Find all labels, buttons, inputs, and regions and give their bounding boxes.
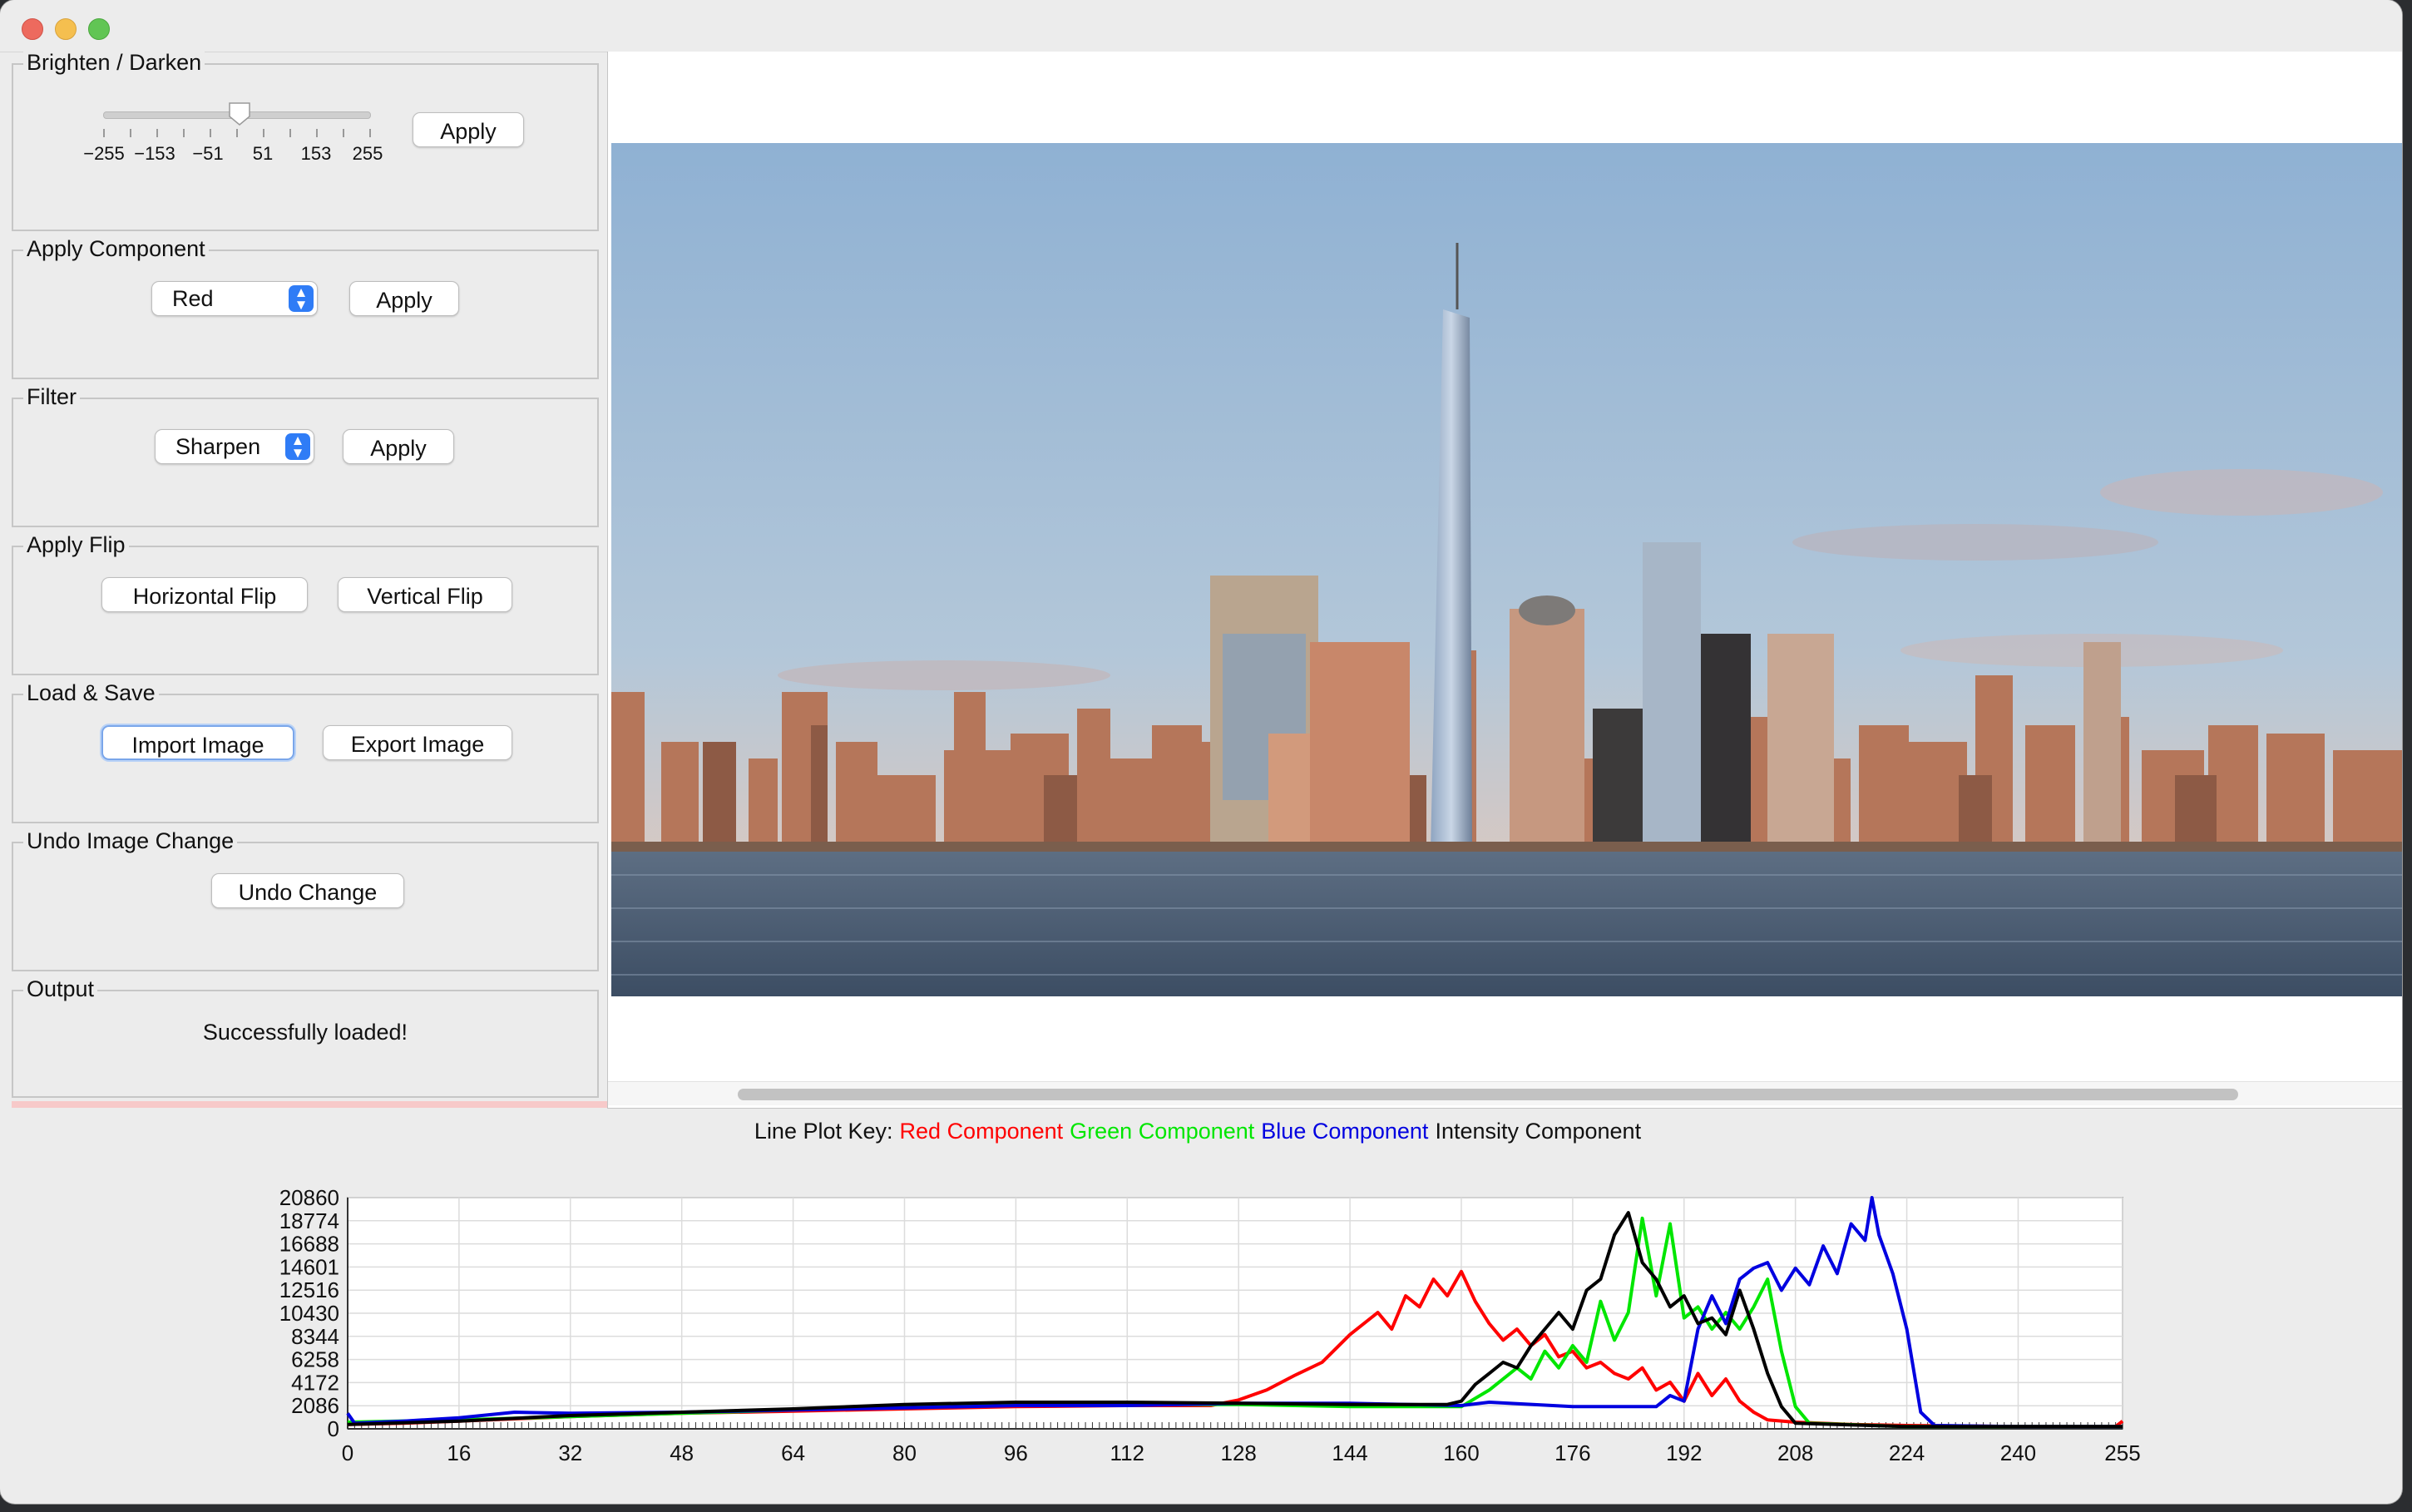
slider-tick-label: 255 <box>352 143 383 164</box>
slider-tick <box>369 129 371 137</box>
y-tick-label: 2086 <box>291 1393 339 1418</box>
slider-tick <box>263 129 264 137</box>
filter-select-value: Sharpen <box>175 434 261 459</box>
horizontal-scrollbar[interactable] <box>608 1081 2402 1105</box>
x-tick-label: 255 <box>2104 1440 2140 1465</box>
x-tick-label: 48 <box>670 1440 694 1465</box>
x-tick-label: 240 <box>2000 1440 2036 1465</box>
x-tick-label: 208 <box>1777 1440 1813 1465</box>
y-tick-label: 4172 <box>291 1370 339 1395</box>
x-tick-label: 128 <box>1220 1440 1256 1465</box>
filter-select[interactable]: Sharpen ▲ ▼ <box>155 429 314 464</box>
x-tick-label: 224 <box>1889 1440 1925 1465</box>
select-arrows-icon: ▲ ▼ <box>285 433 310 460</box>
slider-tick <box>236 129 238 137</box>
vertical-flip-button[interactable]: Vertical Flip <box>338 577 512 612</box>
group-title: Brighten / Darken <box>23 48 205 77</box>
horizontal-flip-button[interactable]: Horizontal Flip <box>101 577 308 612</box>
group-title: Apply Flip <box>23 531 129 559</box>
slider-tick <box>130 129 131 137</box>
x-tick-label: 176 <box>1554 1440 1590 1465</box>
brighten-apply-button[interactable]: Apply <box>413 112 524 147</box>
y-tick-label: 6258 <box>291 1347 339 1372</box>
undo-group: Undo Image Change <box>12 827 599 971</box>
plot-key: Line Plot Key: Red Component Green Compone… <box>0 1119 2402 1144</box>
slider-tick <box>210 129 211 137</box>
brighten-group: Brighten / Darken <box>12 48 599 231</box>
x-tick-label: 16 <box>447 1440 471 1465</box>
component-apply-button[interactable]: Apply <box>349 281 459 316</box>
x-tick-label: 144 <box>1332 1440 1367 1465</box>
image-viewport[interactable] <box>607 52 2402 1109</box>
import-image-button[interactable]: Import Image <box>101 725 294 760</box>
component-select[interactable]: Red ▲ ▼ <box>151 281 318 316</box>
output-group: Output Successfully loaded! <box>12 975 599 1098</box>
y-tick-label: 8344 <box>291 1324 339 1349</box>
y-tick-label: 12516 <box>279 1277 339 1302</box>
slider-tick <box>156 129 158 137</box>
panel-divider <box>12 1101 607 1108</box>
group-title: Undo Image Change <box>23 827 238 855</box>
slider-tick <box>316 129 318 137</box>
load-save-group: Load & Save <box>12 679 599 823</box>
plot-key-blue: Blue Component <box>1261 1119 1429 1144</box>
slider-tick-label: −51 <box>192 143 224 164</box>
y-tick-label: 14601 <box>279 1254 339 1279</box>
slider-tick-label: −153 <box>134 143 175 164</box>
export-image-button[interactable]: Export Image <box>323 725 512 760</box>
slider-tick-label: −255 <box>83 143 125 164</box>
slider-tick <box>289 129 291 137</box>
horizontal-scrollbar-thumb[interactable] <box>738 1089 2238 1100</box>
group-title: Apply Component <box>23 235 209 263</box>
y-tick-label: 18774 <box>279 1208 339 1233</box>
select-arrows-icon: ▲ ▼ <box>289 285 314 312</box>
y-tick-label: 16688 <box>279 1232 339 1257</box>
x-tick-label: 64 <box>781 1440 805 1465</box>
x-tick-label: 80 <box>892 1440 917 1465</box>
skyline-image <box>611 143 2402 996</box>
slider-tick <box>343 129 344 137</box>
component-select-value: Red <box>172 286 214 311</box>
maximize-window-button[interactable] <box>88 18 110 40</box>
slider-tick <box>183 129 185 137</box>
slider-tick-label: 51 <box>252 143 274 164</box>
x-tick-label: 160 <box>1443 1440 1479 1465</box>
close-window-button[interactable] <box>22 18 43 40</box>
minimize-window-button[interactable] <box>55 18 77 40</box>
x-tick-label: 32 <box>558 1440 582 1465</box>
flip-group: Apply Flip <box>12 531 599 675</box>
group-title: Filter <box>23 383 80 411</box>
slider-tick <box>103 129 105 137</box>
group-title: Load & Save <box>23 679 159 707</box>
y-tick-label: 0 <box>328 1416 339 1441</box>
x-tick-label: 112 <box>1110 1440 1144 1465</box>
filter-apply-button[interactable]: Apply <box>343 429 454 464</box>
x-tick-label: 96 <box>1004 1440 1028 1465</box>
brightness-slider-thumb[interactable] <box>227 101 252 126</box>
histogram-plot: 0 16 32 48 64 80 96 112 128 144 160 176 192 208 224 240… <box>279 1185 2141 1465</box>
slider-tick-label: 153 <box>300 143 332 164</box>
series-line-intensity-component <box>347 1211 2123 1429</box>
undo-change-button[interactable]: Undo Change <box>211 873 404 908</box>
plot-key-prefix: Line Plot Key: <box>754 1119 893 1144</box>
output-message: Successfully loaded! <box>202 1020 408 1045</box>
group-title: Output <box>23 975 98 1003</box>
component-group: Apply Component <box>12 235 599 379</box>
plot-key-red: Red Component <box>899 1119 1064 1144</box>
y-tick-label: 10430 <box>279 1301 339 1326</box>
title-bar <box>0 0 2402 52</box>
plot-key-intensity: Intensity Component <box>1435 1119 1642 1144</box>
x-tick-label: 0 <box>342 1440 353 1465</box>
x-tick-label: 192 <box>1666 1440 1702 1465</box>
plot-key-green: Green Component <box>1070 1119 1255 1144</box>
y-tick-label: 20860 <box>279 1185 339 1210</box>
